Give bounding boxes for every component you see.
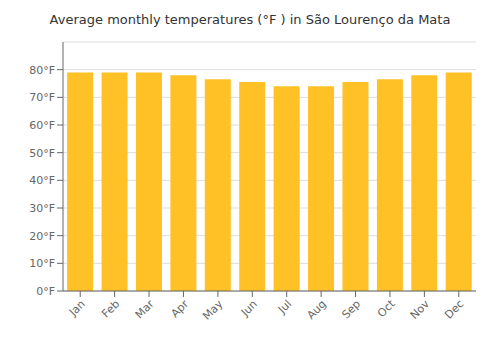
svg-text:10°F: 10°F xyxy=(29,257,55,270)
svg-text:70°F: 70°F xyxy=(29,91,55,104)
svg-text:May: May xyxy=(200,297,226,323)
svg-text:30°F: 30°F xyxy=(29,202,55,215)
svg-text:Oct: Oct xyxy=(375,297,398,320)
svg-text:Jan: Jan xyxy=(66,297,88,319)
html-text:Average monthly temperatures (: Average monthly temperatures (°F ) in Sã… xyxy=(49,12,451,27)
svg-text:Dec: Dec xyxy=(442,297,466,321)
svg-text:60°F: 60°F xyxy=(29,119,55,132)
svg-text:Sep: Sep xyxy=(339,297,363,321)
svg-text:50°F: 50°F xyxy=(29,147,55,160)
svg-text:Jun: Jun xyxy=(238,297,260,319)
svg-text:20°F: 20°F xyxy=(29,230,55,243)
svg-text:Jul: Jul xyxy=(275,297,294,316)
svg-text:Apr: Apr xyxy=(168,297,191,320)
svg-text:0°F: 0°F xyxy=(36,285,55,298)
svg-text:Mar: Mar xyxy=(133,297,157,321)
svg-text:Nov: Nov xyxy=(408,297,433,322)
svg-text:Feb: Feb xyxy=(99,297,122,320)
svg-text:80°F: 80°F xyxy=(29,64,55,77)
svg-text:40°F: 40°F xyxy=(29,174,55,187)
svg-text:Aug: Aug xyxy=(304,297,328,321)
